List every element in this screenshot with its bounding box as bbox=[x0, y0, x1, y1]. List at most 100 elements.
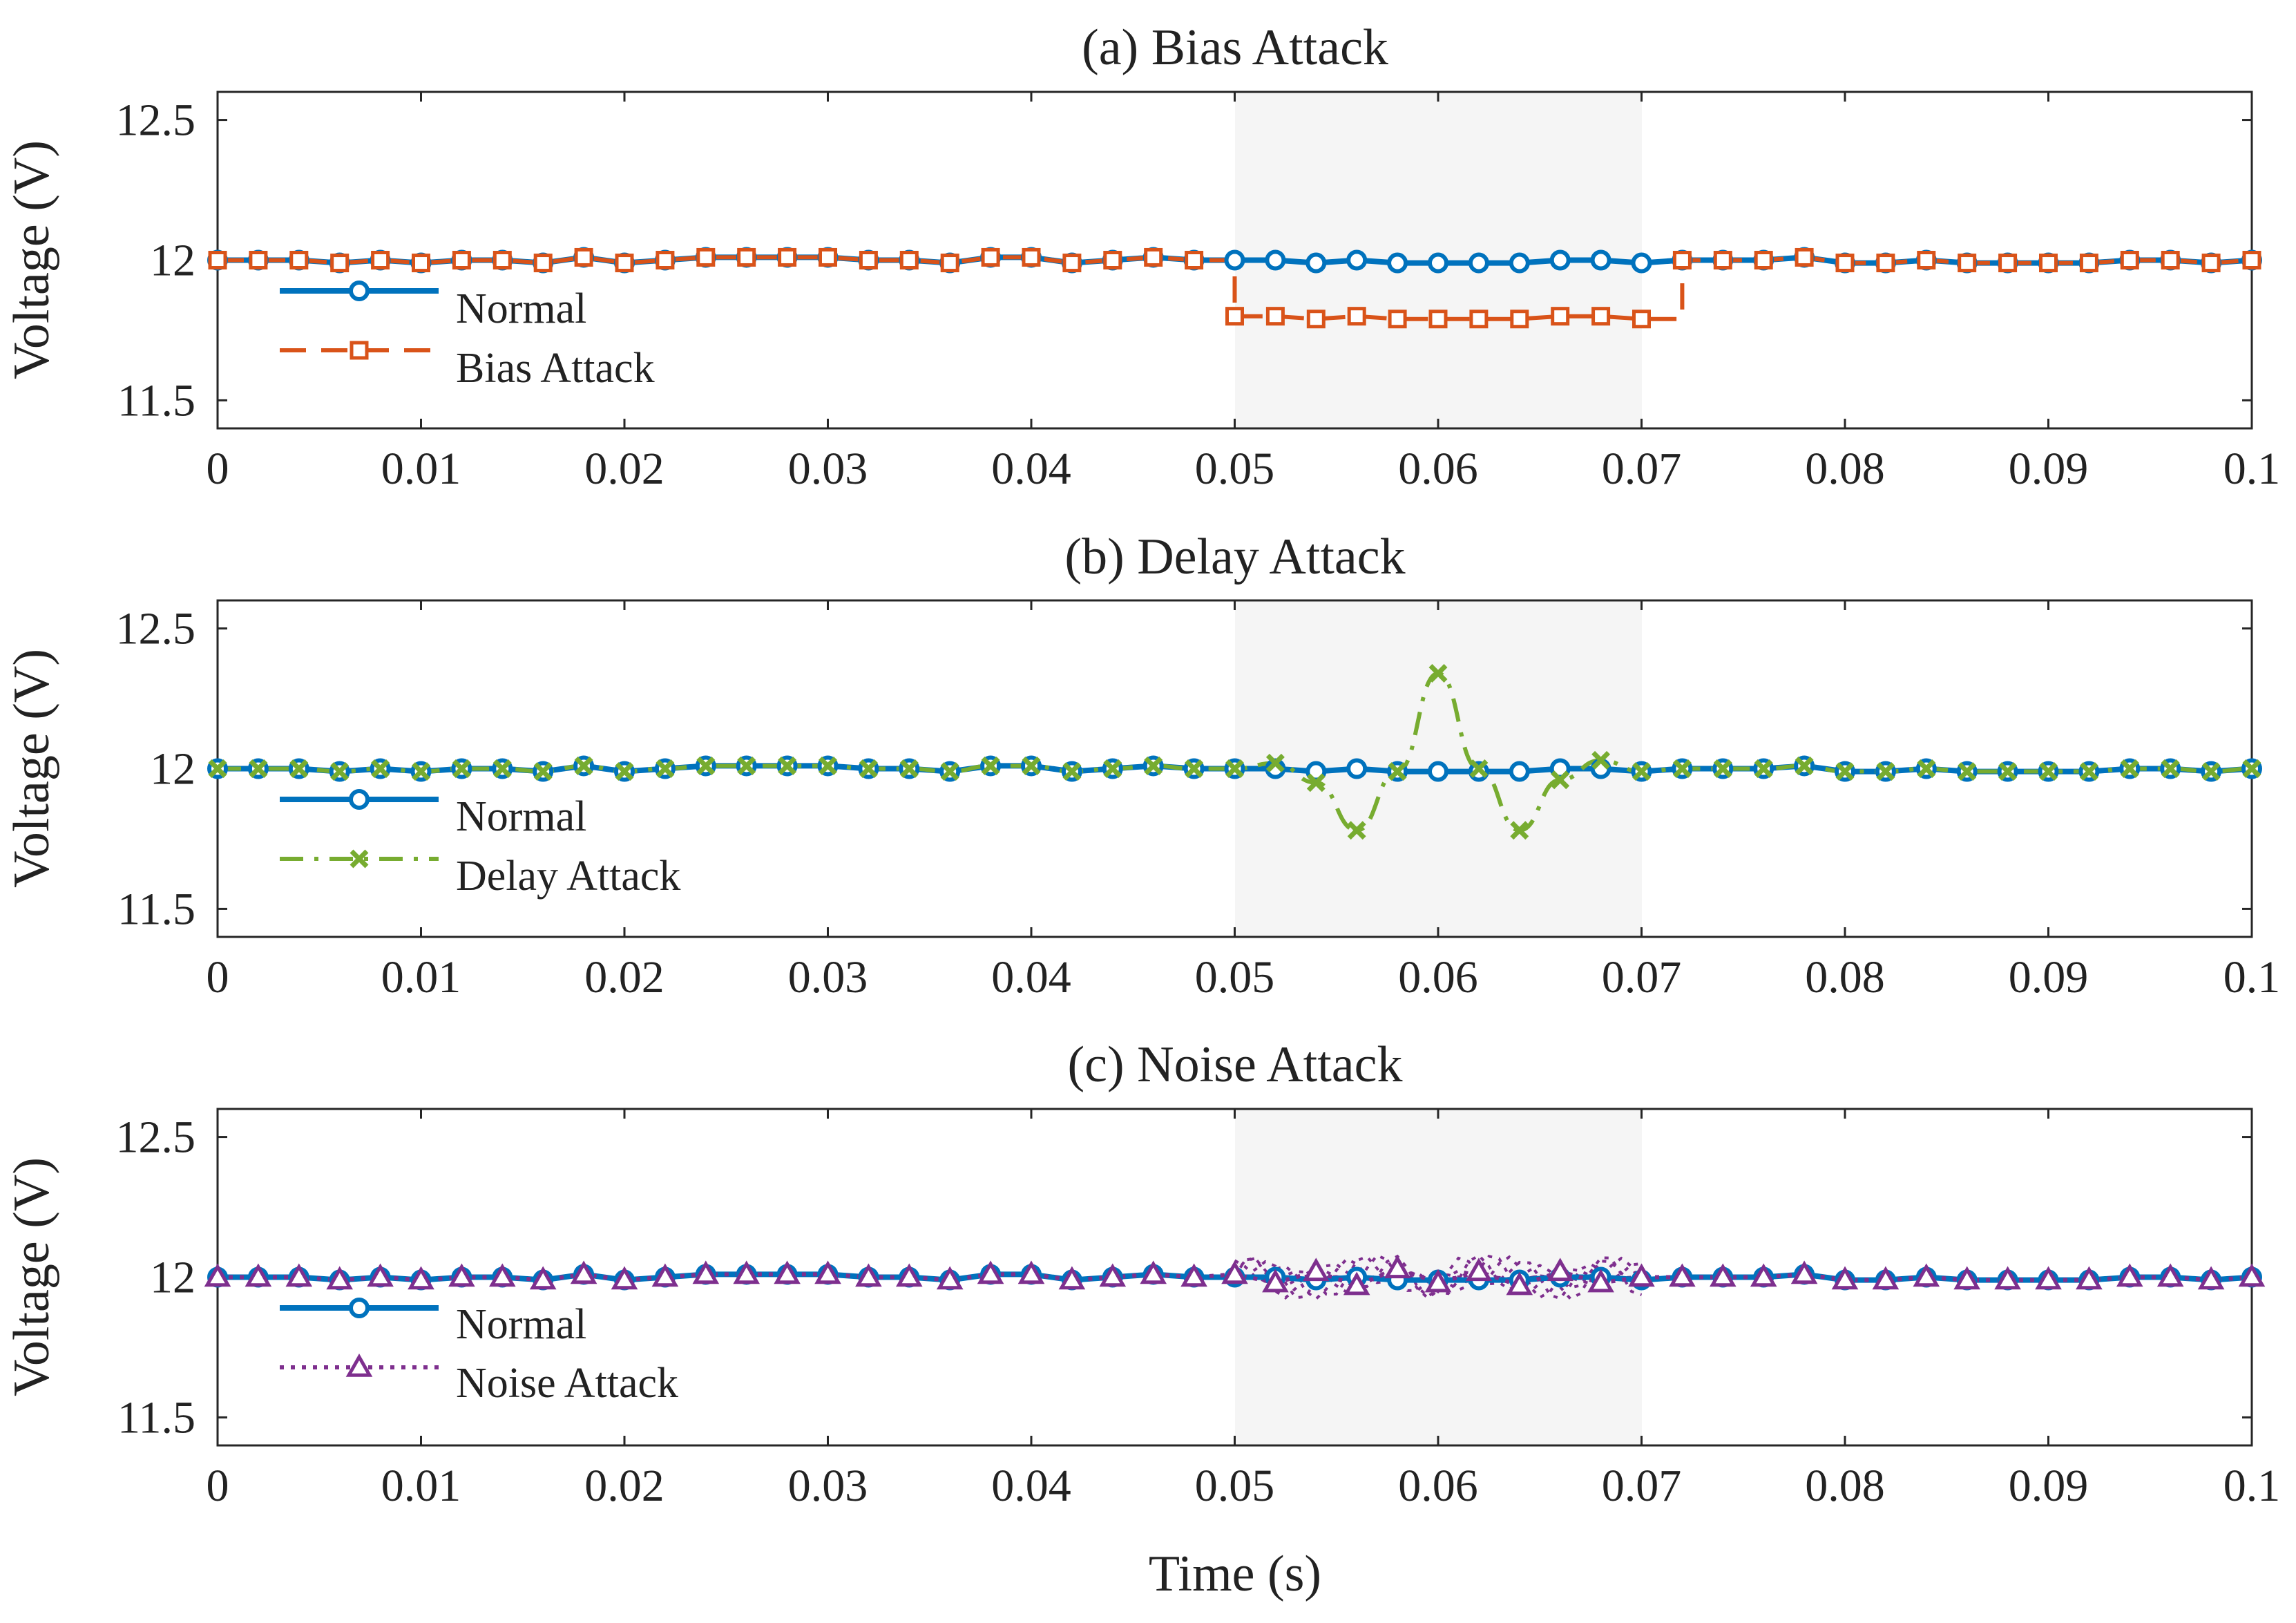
data-point-delay-attack bbox=[1388, 762, 1407, 781]
x-tick-label: 0.02 bbox=[584, 952, 664, 1003]
x-tick-label: 0.04 bbox=[991, 1461, 1071, 1511]
data-point-bias-attack bbox=[615, 254, 634, 273]
data-point-noise-attack bbox=[1790, 1260, 1818, 1284]
data-point-bias-attack bbox=[1347, 307, 1366, 326]
data-point-delay-attack bbox=[859, 759, 878, 778]
data-point-noise-attack bbox=[936, 1266, 964, 1290]
data-point-delay-attack bbox=[1306, 773, 1326, 792]
data-point-normal bbox=[1305, 252, 1327, 274]
data-point-bias-attack bbox=[1754, 251, 1773, 269]
y-tick-label: 12.5 bbox=[116, 1112, 196, 1163]
legend: Normal Delay Attack bbox=[280, 789, 680, 900]
x-tick-label: 0.01 bbox=[381, 952, 461, 1003]
data-point-noise-attack bbox=[1872, 1266, 1900, 1290]
legend-marker bbox=[345, 1353, 373, 1377]
data-point-bias-attack bbox=[1388, 310, 1407, 329]
data-point-delay-attack bbox=[1795, 756, 1814, 775]
legend-sample-normal bbox=[280, 789, 439, 810]
tick-marks bbox=[216, 600, 2253, 937]
y-tick-label: 11.5 bbox=[117, 884, 195, 934]
data-point-bias-attack bbox=[819, 247, 837, 267]
x-tick-label: 0.03 bbox=[788, 1461, 868, 1511]
data-point-noise-attack bbox=[1587, 1269, 1614, 1293]
y-tick-labels: 11.5 12 12.5 bbox=[116, 604, 196, 935]
data-point-delay-attack bbox=[2242, 759, 2261, 778]
data-point-delay-attack bbox=[1225, 759, 1244, 778]
data-point-bias-attack bbox=[2242, 251, 2261, 269]
data-point-delay-attack bbox=[1958, 762, 1977, 781]
data-point-bias-attack bbox=[492, 251, 512, 269]
data-point-delay-attack bbox=[656, 759, 675, 778]
data-point-normal bbox=[1631, 252, 1652, 274]
legend-marker bbox=[349, 789, 370, 810]
data-point-noise-attack bbox=[1506, 1271, 1533, 1295]
data-point-bias-attack bbox=[1591, 307, 1611, 326]
data-point-noise-attack bbox=[1913, 1263, 1940, 1287]
panel-title: (b) Delay Attack bbox=[1064, 529, 1405, 585]
data-point-noise-attack bbox=[1017, 1260, 1045, 1284]
x-tick-label: 0.09 bbox=[2009, 952, 2089, 1003]
x-axis-label: Time (s) bbox=[1149, 1546, 1321, 1602]
y-tick-label: 11.5 bbox=[117, 1392, 195, 1443]
x-tick-label: 0.09 bbox=[2009, 1461, 2089, 1511]
data-point-noise-attack bbox=[1058, 1266, 1086, 1290]
data-point-bias-attack bbox=[1876, 254, 1895, 273]
data-point-delay-attack bbox=[533, 762, 553, 781]
data-point-bias-attack bbox=[412, 254, 430, 273]
data-point-bias-attack bbox=[940, 254, 959, 273]
data-point-noise-attack bbox=[2035, 1266, 2062, 1290]
data-point-bias-attack bbox=[1998, 254, 2018, 273]
x-tick-label: 0.05 bbox=[1195, 1461, 1275, 1511]
data-point-normal bbox=[1265, 249, 1286, 271]
x-tick-labels: 0 0.01 0.02 0.03 0.04 0.05 0.06 0.07 0.0… bbox=[207, 444, 2281, 494]
data-point-noise-attack bbox=[1343, 1271, 1370, 1295]
data-point-bias-attack bbox=[656, 251, 675, 269]
y-tick-labels: 11.5 12 12.5 bbox=[116, 95, 196, 426]
data-point-bias-attack bbox=[574, 247, 593, 267]
data-point-bias-attack bbox=[533, 254, 553, 273]
data-point-noise-attack bbox=[2116, 1263, 2143, 1287]
plot-area bbox=[207, 247, 2262, 329]
legend-sample-normal bbox=[280, 281, 439, 301]
data-point-noise-attack bbox=[1465, 1257, 1493, 1282]
data-point-noise-attack bbox=[488, 1263, 516, 1287]
legend-label-normal: Normal bbox=[456, 285, 586, 332]
data-point-delay-attack bbox=[330, 762, 350, 781]
data-point-bias-attack bbox=[778, 247, 797, 267]
data-point-bias-attack bbox=[859, 251, 878, 269]
panel-title: (a) Bias Attack bbox=[1082, 19, 1388, 76]
data-point-noise-attack bbox=[651, 1263, 679, 1287]
data-point-delay-attack bbox=[1591, 750, 1611, 770]
data-point-delay-attack bbox=[1469, 759, 1489, 778]
y-tick-labels: 11.5 12 12.5 bbox=[116, 1112, 196, 1443]
legend-label-bias-attack: Bias Attack bbox=[456, 345, 655, 392]
data-point-noise-attack bbox=[1262, 1269, 1289, 1293]
y-axis-label: Voltage (V) bbox=[3, 1157, 60, 1396]
data-point-noise-attack bbox=[774, 1260, 801, 1284]
panel-noise-attack: (c) Noise Attack 0 0.01 0.02 0.03 0.04 0… bbox=[3, 1036, 2280, 1602]
data-point-noise-attack bbox=[1140, 1260, 1167, 1284]
data-point-noise-attack bbox=[1953, 1266, 1981, 1290]
data-point-delay-attack bbox=[452, 759, 471, 778]
data-point-bias-attack bbox=[981, 247, 1000, 267]
data-point-bias-attack bbox=[1225, 307, 1244, 326]
data-point-noise-attack bbox=[1669, 1263, 1696, 1287]
data-point-bias-attack bbox=[208, 251, 227, 269]
data-point-delay-attack bbox=[208, 759, 227, 778]
series-line-bias-attack bbox=[218, 255, 2252, 321]
data-point-delay-attack bbox=[1428, 664, 1448, 683]
data-point-normal bbox=[1468, 252, 1489, 274]
y-axis-label: Voltage (V) bbox=[3, 140, 60, 379]
data-point-bias-attack bbox=[696, 247, 716, 267]
data-point-bias-attack bbox=[2079, 254, 2098, 273]
legend-marker bbox=[349, 281, 370, 301]
data-point-normal bbox=[1428, 252, 1448, 274]
data-point-delay-attack bbox=[1876, 762, 1895, 781]
x-tick-label: 0.05 bbox=[1195, 952, 1275, 1003]
data-point-noise-attack bbox=[895, 1263, 923, 1287]
data-point-normal bbox=[1428, 761, 1448, 782]
panel-delay-attack: (b) Delay Attack 0 0.01 0.02 0.03 0.04 0… bbox=[3, 529, 2280, 1003]
y-tick-label: 12.5 bbox=[116, 604, 196, 654]
